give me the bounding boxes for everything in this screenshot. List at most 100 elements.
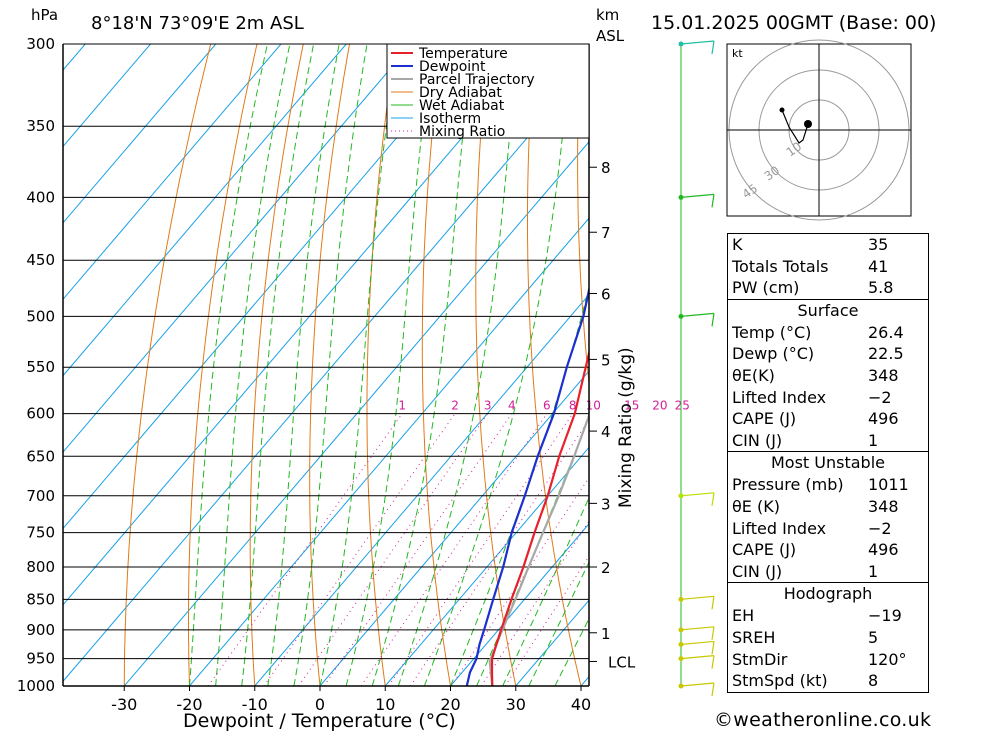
wind-barb-staff — [680, 595, 715, 600]
surface-li-label: Lifted Index — [732, 387, 827, 407]
datetime-label: 15.01.2025 00GMT (Base: 00) — [651, 12, 936, 34]
asl-unit: ASL — [596, 27, 625, 45]
mixing-ratio-label: 8 — [569, 399, 577, 413]
surface-cin-label: CIN (J) — [732, 430, 783, 450]
pw-value: 5.8 — [868, 278, 894, 298]
legend-temperature: Temperature — [418, 46, 508, 62]
mixing-ratio-line — [360, 413, 548, 686]
km-tick-label: 5 — [601, 351, 611, 369]
km-tick-label: 6 — [601, 286, 611, 304]
x-tick-label: 10 — [375, 695, 395, 714]
mixing-ratio-label: 15 — [624, 399, 639, 413]
isotherm-line — [384, 446, 589, 686]
mixing-ratio-line — [504, 555, 589, 686]
hodograph-section-title: Hodograph — [728, 582, 928, 605]
pressure-tick-label: 800 — [26, 558, 55, 576]
mixing-ratio-line — [323, 413, 513, 686]
wind-barb-staff — [680, 655, 715, 660]
hodograph-unit: kt — [732, 47, 743, 60]
x-tick-label: 30 — [506, 695, 526, 714]
k-index-value: 35 — [868, 235, 889, 254]
pressure-tick-label: 750 — [26, 524, 55, 542]
mixing-ratio-line — [388, 413, 574, 686]
pressure-unit: hPa — [31, 6, 58, 24]
stmdir-label: StmDir — [732, 649, 788, 669]
isotherm-line — [189, 217, 589, 686]
mixing-ratio-label: 1 — [398, 399, 406, 413]
mixing-ratio-line — [298, 413, 489, 686]
legend-mixing-ratio: Mixing Ratio — [419, 124, 505, 140]
most-unstable-section-title: Most Unstable — [728, 451, 928, 474]
surface-temp-value: 26.4 — [868, 322, 904, 342]
legend-wet-adiabat: Wet Adiabat — [419, 98, 505, 114]
surface-temp-label: Temp (°C) — [732, 322, 812, 342]
stability-indices-panel: K 35 Totals Totals 41 PW (cm) 5.8 Surface T… — [727, 233, 929, 693]
isotherm-line — [450, 523, 589, 686]
dry-adiabat-line — [366, 44, 397, 686]
dry-adiabat-line — [249, 44, 304, 686]
x-axis-label: Dewpoint / Temperature (°C) — [183, 710, 456, 732]
mu-cin-label: CIN (J) — [732, 561, 783, 581]
legend-dry-adiabat: Dry Adiabat — [419, 85, 502, 101]
wet-adiabat-line — [319, 44, 399, 686]
wind-barb-staff — [680, 492, 715, 497]
wind-barb-staff — [680, 626, 715, 631]
pw-row: PW (cm) 5.8 — [728, 277, 928, 299]
chart-title: 8°18'N 73°09'E 2m ASL — [91, 13, 304, 34]
pressure-tick-label: 350 — [26, 117, 55, 135]
mu-cape-value: 496 — [868, 540, 899, 560]
eh-row: EH −19 — [728, 605, 928, 627]
wind-barb — [711, 313, 715, 327]
totals-row: Totals Totals 41 — [728, 256, 928, 278]
isotherm-line — [63, 44, 347, 377]
mu-theta-label: θE (K) — [732, 496, 780, 516]
credit-link[interactable]: ©weatheronline.co.uk — [714, 709, 932, 731]
wind-barb-staff — [680, 40, 715, 45]
totals-value: 41 — [868, 256, 889, 276]
surface-dewp-label: Dewp (°C) — [732, 344, 815, 364]
surface-cin-row: CIN (J) 1 — [728, 430, 928, 452]
legend-dewpoint: Dewpoint — [419, 59, 486, 75]
hodograph-end-point — [779, 107, 785, 113]
pressure-tick-label: 950 — [26, 650, 55, 668]
dry-adiabat-line — [626, 44, 711, 686]
series-temperature — [490, 348, 589, 686]
x-tick-label: -10 — [242, 695, 268, 714]
mixing-ratio-labels: 1 2 3 4 6 8 10 15 20 25 — [398, 399, 690, 413]
pressure-tick-label: 850 — [26, 590, 55, 608]
stmdir-row: StmDir 120° — [728, 649, 928, 671]
mu-pressure-label: Pressure (mb) — [732, 475, 844, 495]
mu-theta-row: θE (K) 348 — [728, 496, 928, 518]
x-tick-label: -20 — [176, 695, 202, 714]
legend-parcel: Parcel Trajectory — [419, 72, 535, 88]
wind-barb — [711, 682, 715, 697]
wind-barb — [711, 641, 715, 655]
legend-isotherm: Isotherm — [419, 111, 481, 127]
dry-adiabat-line — [421, 44, 451, 686]
surface-dewp-value: 22.5 — [868, 344, 904, 364]
mu-pressure-row: Pressure (mb) 1011 — [728, 474, 928, 496]
pw-label: PW (cm) — [732, 278, 800, 298]
dry-adiabat-line — [527, 44, 582, 686]
sreh-label: SREH — [732, 627, 776, 647]
wet-adiabat-line — [215, 44, 291, 686]
pressure-tick-label: 500 — [26, 307, 55, 325]
k-index-label: K — [732, 235, 743, 254]
pressure-tick-label: 400 — [26, 188, 55, 206]
wind-barb — [711, 596, 715, 610]
wet-adiabat-line — [293, 44, 368, 686]
pressure-tick-label: 1000 — [17, 677, 55, 695]
sreh-row: SREH 5 — [728, 627, 928, 649]
mixing-ratio-label: 2 — [451, 399, 459, 413]
wet-adiabat-line — [502, 496, 589, 686]
isotherm-line — [63, 44, 217, 224]
wind-barb — [711, 194, 715, 208]
km-tick-label: 8 — [601, 159, 611, 177]
mixing-ratio-label: 10 — [586, 399, 601, 413]
mixing-ratio-label: 20 — [652, 399, 667, 413]
mu-cin-row: CIN (J) 1 — [728, 561, 928, 583]
mu-li-value: −2 — [868, 518, 892, 538]
wind-barb — [711, 626, 715, 640]
km-tick-label: 4 — [601, 423, 611, 441]
